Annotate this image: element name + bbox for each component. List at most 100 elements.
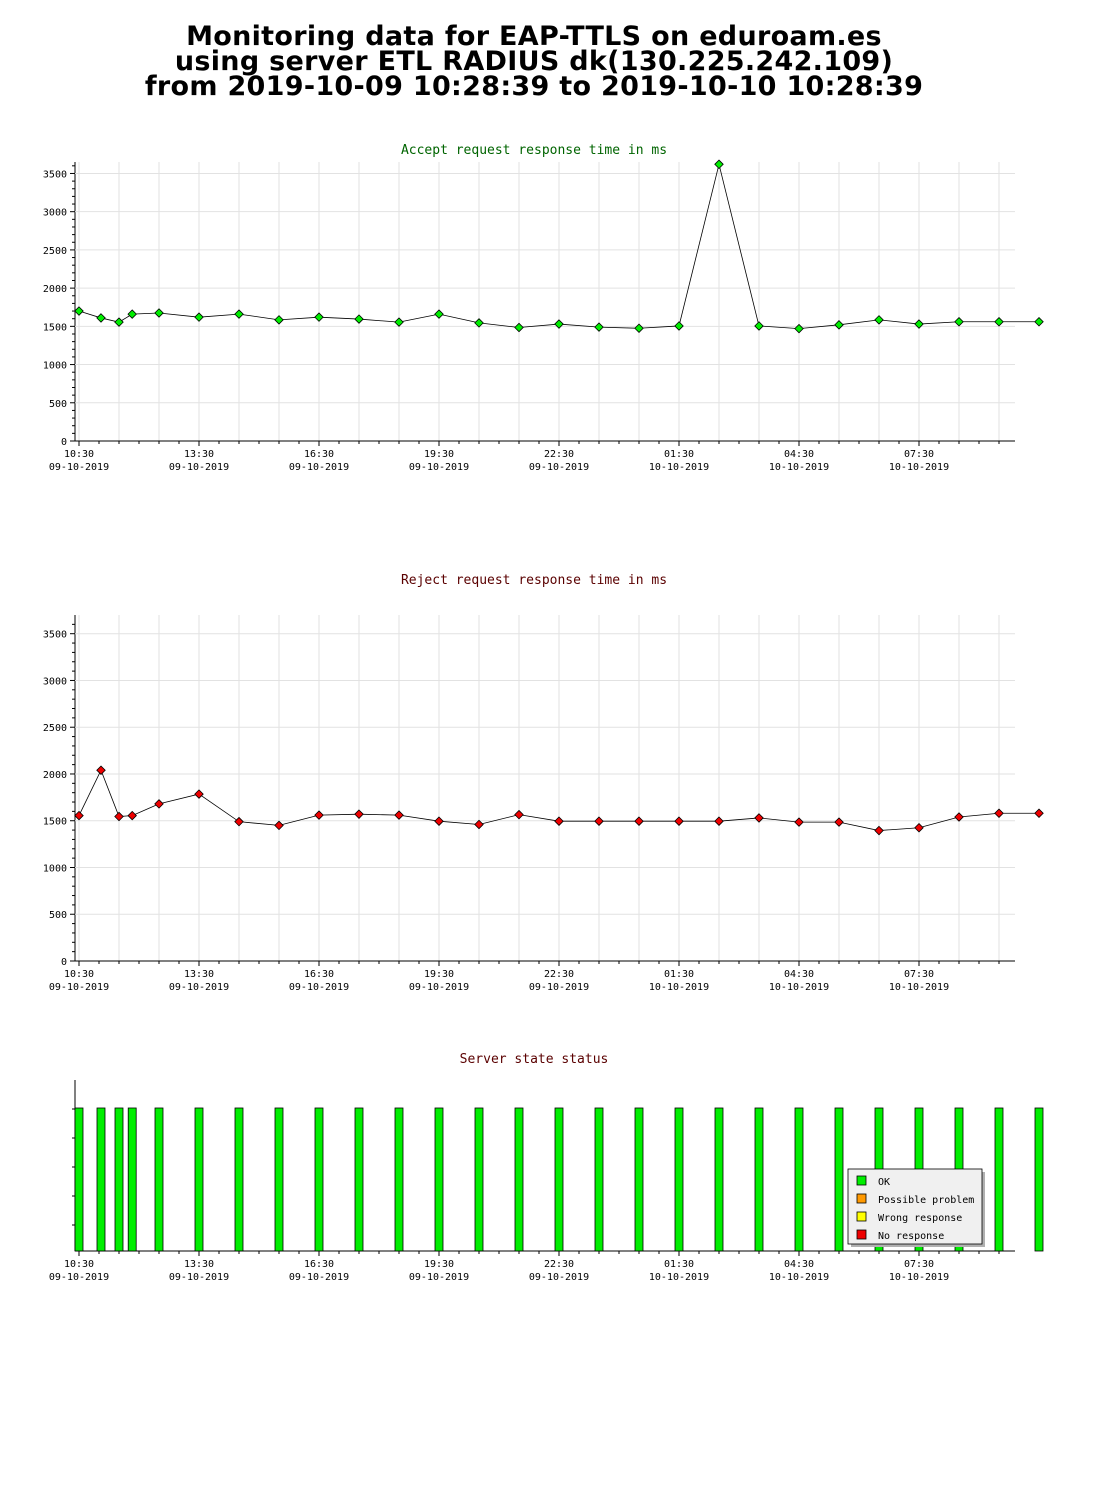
data-point [314, 810, 324, 820]
data-point [914, 822, 924, 833]
x-tick-label-time: 22:30 [544, 1259, 574, 1270]
x-tick-label-time: 16:30 [304, 1259, 334, 1270]
status-bar [127, 1107, 137, 1252]
x-tick-label-date: 10-10-2019 [649, 1272, 709, 1283]
x-tick-label-time: 01:30 [664, 1259, 694, 1270]
status-bar [114, 1107, 124, 1252]
status-bar [794, 1107, 804, 1252]
x-tick-label-date: 10-10-2019 [889, 982, 949, 993]
data-point [914, 319, 924, 329]
y-tick-label: 1500 [43, 322, 67, 333]
data-point [394, 810, 404, 820]
data-point [434, 816, 444, 826]
x-tick-label-date: 10-10-2019 [769, 982, 829, 993]
data-point [96, 313, 106, 323]
data-point [74, 810, 84, 821]
data-point [394, 317, 404, 327]
x-tick-label-time: 19:30 [424, 449, 454, 460]
x-tick-label-date: 09-10-2019 [409, 1272, 469, 1283]
status-bar [474, 1107, 484, 1252]
status-bar [714, 1107, 724, 1252]
data-point [554, 816, 564, 826]
data-point [96, 765, 106, 775]
x-tick-label-time: 04:30 [784, 1259, 814, 1270]
x-tick-label-time: 19:30 [424, 969, 454, 980]
x-tick-label-time: 10:30 [64, 449, 94, 460]
x-tick-label-time: 13:30 [184, 449, 214, 460]
data-point [154, 799, 164, 809]
x-tick-label-date: 09-10-2019 [289, 982, 349, 993]
status-bar [514, 1107, 524, 1252]
data-point [234, 816, 244, 827]
status-bar [314, 1107, 324, 1252]
status-bar [234, 1107, 244, 1252]
data-point [834, 320, 844, 330]
y-tick-label: 500 [49, 910, 67, 921]
data-point [194, 789, 204, 799]
y-tick-label: 3500 [43, 169, 67, 180]
data-point [874, 315, 884, 325]
chart-panel-2: Reject request response time in ms10:300… [43, 573, 1044, 993]
data-point [514, 322, 524, 333]
x-tick-label-date: 09-10-2019 [169, 982, 229, 993]
x-tick-label-date: 09-10-2019 [169, 1272, 229, 1283]
legend-label: Wrong response [878, 1213, 962, 1224]
x-tick-label-date: 09-10-2019 [529, 462, 589, 473]
x-tick-label-time: 04:30 [784, 969, 814, 980]
legend-box [847, 1168, 983, 1245]
legend-label: Possible problem [878, 1195, 974, 1206]
status-bar [634, 1107, 644, 1252]
data-point [234, 309, 244, 319]
chart-title: Server state status [460, 1052, 609, 1067]
x-tick-label-time: 16:30 [304, 449, 334, 460]
x-tick-label-date: 09-10-2019 [289, 1272, 349, 1283]
data-point [594, 816, 604, 826]
data-point [474, 819, 484, 830]
data-point [874, 825, 884, 836]
data-point [834, 817, 844, 827]
x-tick-label-date: 09-10-2019 [49, 982, 109, 993]
data-point [714, 816, 724, 826]
x-tick-label-date: 10-10-2019 [889, 462, 949, 473]
data-point [554, 319, 564, 329]
chart-title: Accept request response time in ms [401, 143, 667, 158]
y-tick-label: 0 [61, 957, 67, 968]
x-tick-label-date: 10-10-2019 [769, 1272, 829, 1283]
x-tick-label-date: 10-10-2019 [649, 462, 709, 473]
x-tick-label-date: 09-10-2019 [409, 982, 469, 993]
status-bar [674, 1107, 684, 1252]
data-point [127, 309, 137, 319]
x-tick-label-date: 10-10-2019 [889, 1272, 949, 1283]
y-tick-label: 500 [49, 399, 67, 410]
y-tick-label: 3500 [43, 630, 67, 641]
data-point [954, 812, 964, 822]
y-tick-label: 2500 [43, 723, 67, 734]
x-tick-label-date: 09-10-2019 [49, 462, 109, 473]
x-tick-label-time: 07:30 [904, 449, 934, 460]
data-point [74, 306, 84, 316]
x-tick-label-time: 07:30 [904, 1259, 934, 1270]
data-point [674, 321, 684, 331]
x-tick-label-time: 04:30 [784, 449, 814, 460]
y-tick-label: 2000 [43, 770, 67, 781]
data-point [994, 316, 1004, 327]
x-tick-label-time: 16:30 [304, 969, 334, 980]
y-tick-label: 2500 [43, 246, 67, 257]
data-point [127, 810, 137, 821]
data-point [114, 811, 124, 822]
data-point [754, 813, 764, 823]
x-tick-label-time: 13:30 [184, 969, 214, 980]
x-tick-label-date: 10-10-2019 [769, 462, 829, 473]
data-point [714, 159, 724, 170]
x-tick-label-date: 09-10-2019 [529, 1272, 589, 1283]
status-bar [154, 1107, 164, 1252]
x-tick-label-time: 10:30 [64, 1259, 94, 1270]
legend-swatch [856, 1193, 867, 1204]
data-point [354, 314, 364, 324]
status-bar [754, 1107, 764, 1252]
legend-swatch [856, 1229, 867, 1240]
legend-label: OK [878, 1177, 890, 1188]
data-point [754, 321, 764, 331]
y-tick-label: 2000 [43, 284, 67, 295]
x-tick-label-date: 09-10-2019 [49, 1272, 109, 1283]
